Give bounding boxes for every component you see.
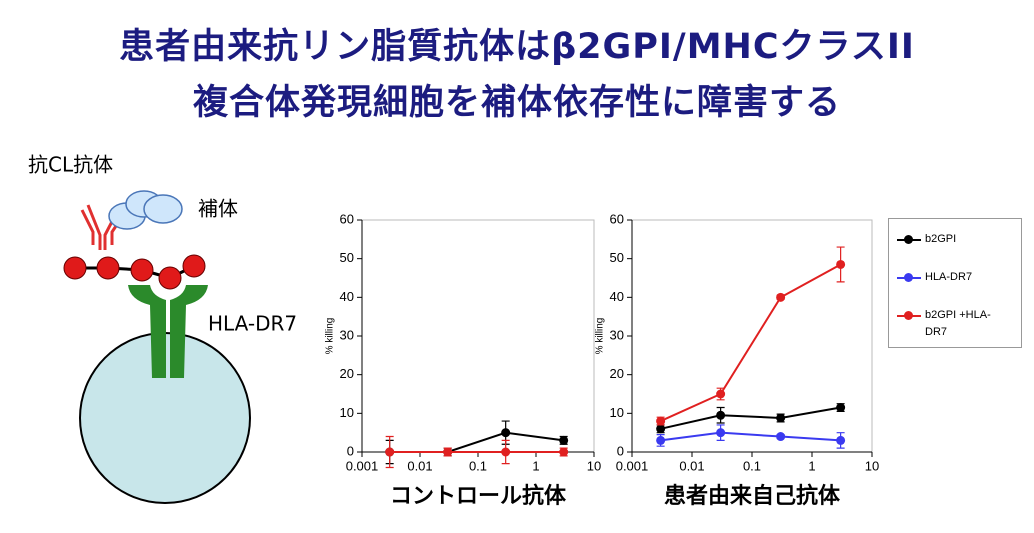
- legend-label: b2GPI +HLA-DR7: [925, 309, 991, 338]
- series-line: [660, 431, 841, 442]
- x-tick-label: 0.01: [407, 458, 432, 473]
- receptor-right: [170, 285, 208, 378]
- point: [501, 428, 511, 438]
- point: [776, 413, 786, 423]
- y-tick-label: 30: [340, 327, 354, 342]
- x-axis-label: 患者由来自己抗体: [664, 483, 841, 509]
- legend: b2GPI HLA-DR7 b2GPI +HLA-DR7: [888, 218, 1022, 348]
- point: [656, 424, 666, 434]
- x-tick-label: 0.01: [679, 458, 704, 473]
- y-tick-label: 20: [340, 366, 354, 381]
- x-tick-label: 10: [865, 458, 879, 473]
- y-tick-label: 30: [610, 327, 624, 342]
- y-tick-label: 10: [340, 405, 354, 420]
- point: [716, 389, 726, 399]
- legend-swatch: [895, 231, 925, 245]
- legend-item: b2GPI: [895, 231, 1005, 248]
- title-line: 複合体発現細胞を補体依存性に障害する: [192, 83, 841, 123]
- bead: [158, 266, 182, 290]
- x-tick-label: 0.1: [743, 458, 761, 473]
- y-axis-label: % killing: [595, 318, 606, 355]
- receptor-left: [128, 285, 166, 378]
- y-tick-label: 60: [340, 211, 354, 226]
- point: [776, 432, 786, 442]
- antibody-label: 抗CL抗体: [28, 153, 113, 177]
- legend-item: b2GPI +HLA-DR7: [895, 307, 1005, 341]
- point: [559, 435, 569, 445]
- x-tick-label: 0.1: [469, 458, 487, 473]
- x-tick-label: 1: [808, 458, 815, 473]
- point: [656, 416, 666, 426]
- bead: [130, 258, 154, 282]
- x-axis-label: コントロール抗体: [390, 483, 567, 509]
- title-line: 患者由来抗リン脂質抗体はβ2GPI/MHCクラスII: [119, 27, 915, 67]
- point: [501, 447, 511, 457]
- point: [385, 447, 395, 457]
- x-tick-label: 10: [587, 458, 601, 473]
- point: [836, 435, 846, 445]
- point: [836, 403, 846, 413]
- plot-frame: [361, 219, 595, 453]
- y-tick-label: 50: [340, 250, 354, 265]
- legend-swatch: [895, 307, 925, 321]
- x-tick-label: 0.001: [616, 458, 649, 473]
- y-axis-label: % killing: [325, 318, 336, 355]
- legend-label: HLA-DR7: [925, 271, 973, 283]
- bead: [63, 256, 87, 280]
- series-line: [660, 263, 842, 422]
- y-tick-label: 0: [347, 443, 354, 458]
- legend-item: HLA-DR7: [895, 269, 1005, 286]
- y-tick-label: 50: [610, 250, 624, 265]
- series-line: [389, 431, 564, 453]
- point: [836, 259, 846, 269]
- y-tick-label: 40: [610, 289, 624, 304]
- point: [716, 410, 726, 420]
- series-line: [660, 406, 841, 430]
- legend-swatch: [895, 269, 925, 283]
- y-tick-label: 0: [617, 443, 624, 458]
- y-tick-label: 60: [610, 211, 624, 226]
- y-tick-label: 40: [340, 289, 354, 304]
- point: [776, 292, 786, 302]
- bead: [96, 256, 120, 280]
- point: [559, 447, 569, 457]
- bead: [182, 254, 206, 278]
- point: [716, 428, 726, 438]
- x-tick-label: 1: [532, 458, 539, 473]
- point: [656, 435, 666, 445]
- point: [443, 447, 453, 457]
- diagram: 抗CL抗体 補体 HLA-DR7: [28, 153, 297, 504]
- legend-label: b2GPI: [925, 233, 957, 245]
- receptor-label: HLA-DR7: [208, 312, 297, 336]
- x-tick-label: 0.001: [346, 458, 379, 473]
- complement-label: 補体: [198, 197, 238, 221]
- complement: [108, 190, 183, 230]
- y-tick-label: 20: [610, 366, 624, 381]
- y-tick-label: 10: [610, 405, 624, 420]
